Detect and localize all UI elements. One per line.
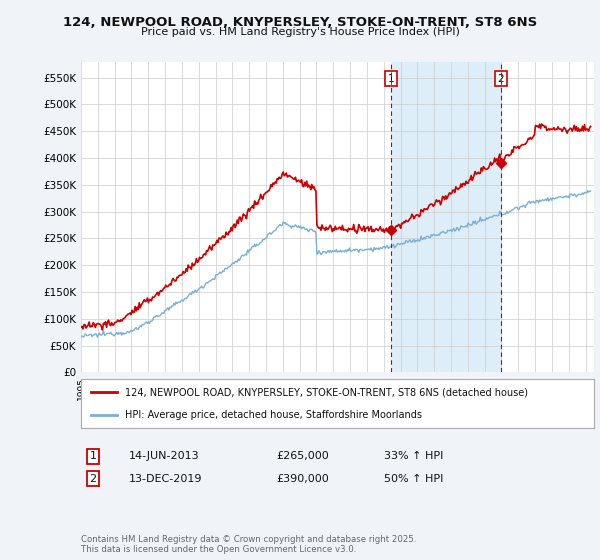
- Text: Price paid vs. HM Land Registry's House Price Index (HPI): Price paid vs. HM Land Registry's House …: [140, 27, 460, 37]
- Text: 13-DEC-2019: 13-DEC-2019: [129, 474, 203, 484]
- Text: £390,000: £390,000: [276, 474, 329, 484]
- Text: 33% ↑ HPI: 33% ↑ HPI: [384, 451, 443, 461]
- Text: 124, NEWPOOL ROAD, KNYPERSLEY, STOKE-ON-TRENT, ST8 6NS (detached house): 124, NEWPOOL ROAD, KNYPERSLEY, STOKE-ON-…: [125, 388, 527, 398]
- Text: 14-JUN-2013: 14-JUN-2013: [129, 451, 200, 461]
- Text: 124, NEWPOOL ROAD, KNYPERSLEY, STOKE-ON-TRENT, ST8 6NS: 124, NEWPOOL ROAD, KNYPERSLEY, STOKE-ON-…: [63, 16, 537, 29]
- Text: 1: 1: [89, 451, 97, 461]
- Text: HPI: Average price, detached house, Staffordshire Moorlands: HPI: Average price, detached house, Staf…: [125, 410, 422, 420]
- Text: 1: 1: [388, 74, 395, 83]
- Text: 50% ↑ HPI: 50% ↑ HPI: [384, 474, 443, 484]
- Bar: [391, 62, 500, 372]
- Text: £265,000: £265,000: [276, 451, 329, 461]
- Text: Contains HM Land Registry data © Crown copyright and database right 2025.
This d: Contains HM Land Registry data © Crown c…: [81, 535, 416, 554]
- Text: 2: 2: [89, 474, 97, 484]
- Text: 2: 2: [497, 74, 504, 83]
